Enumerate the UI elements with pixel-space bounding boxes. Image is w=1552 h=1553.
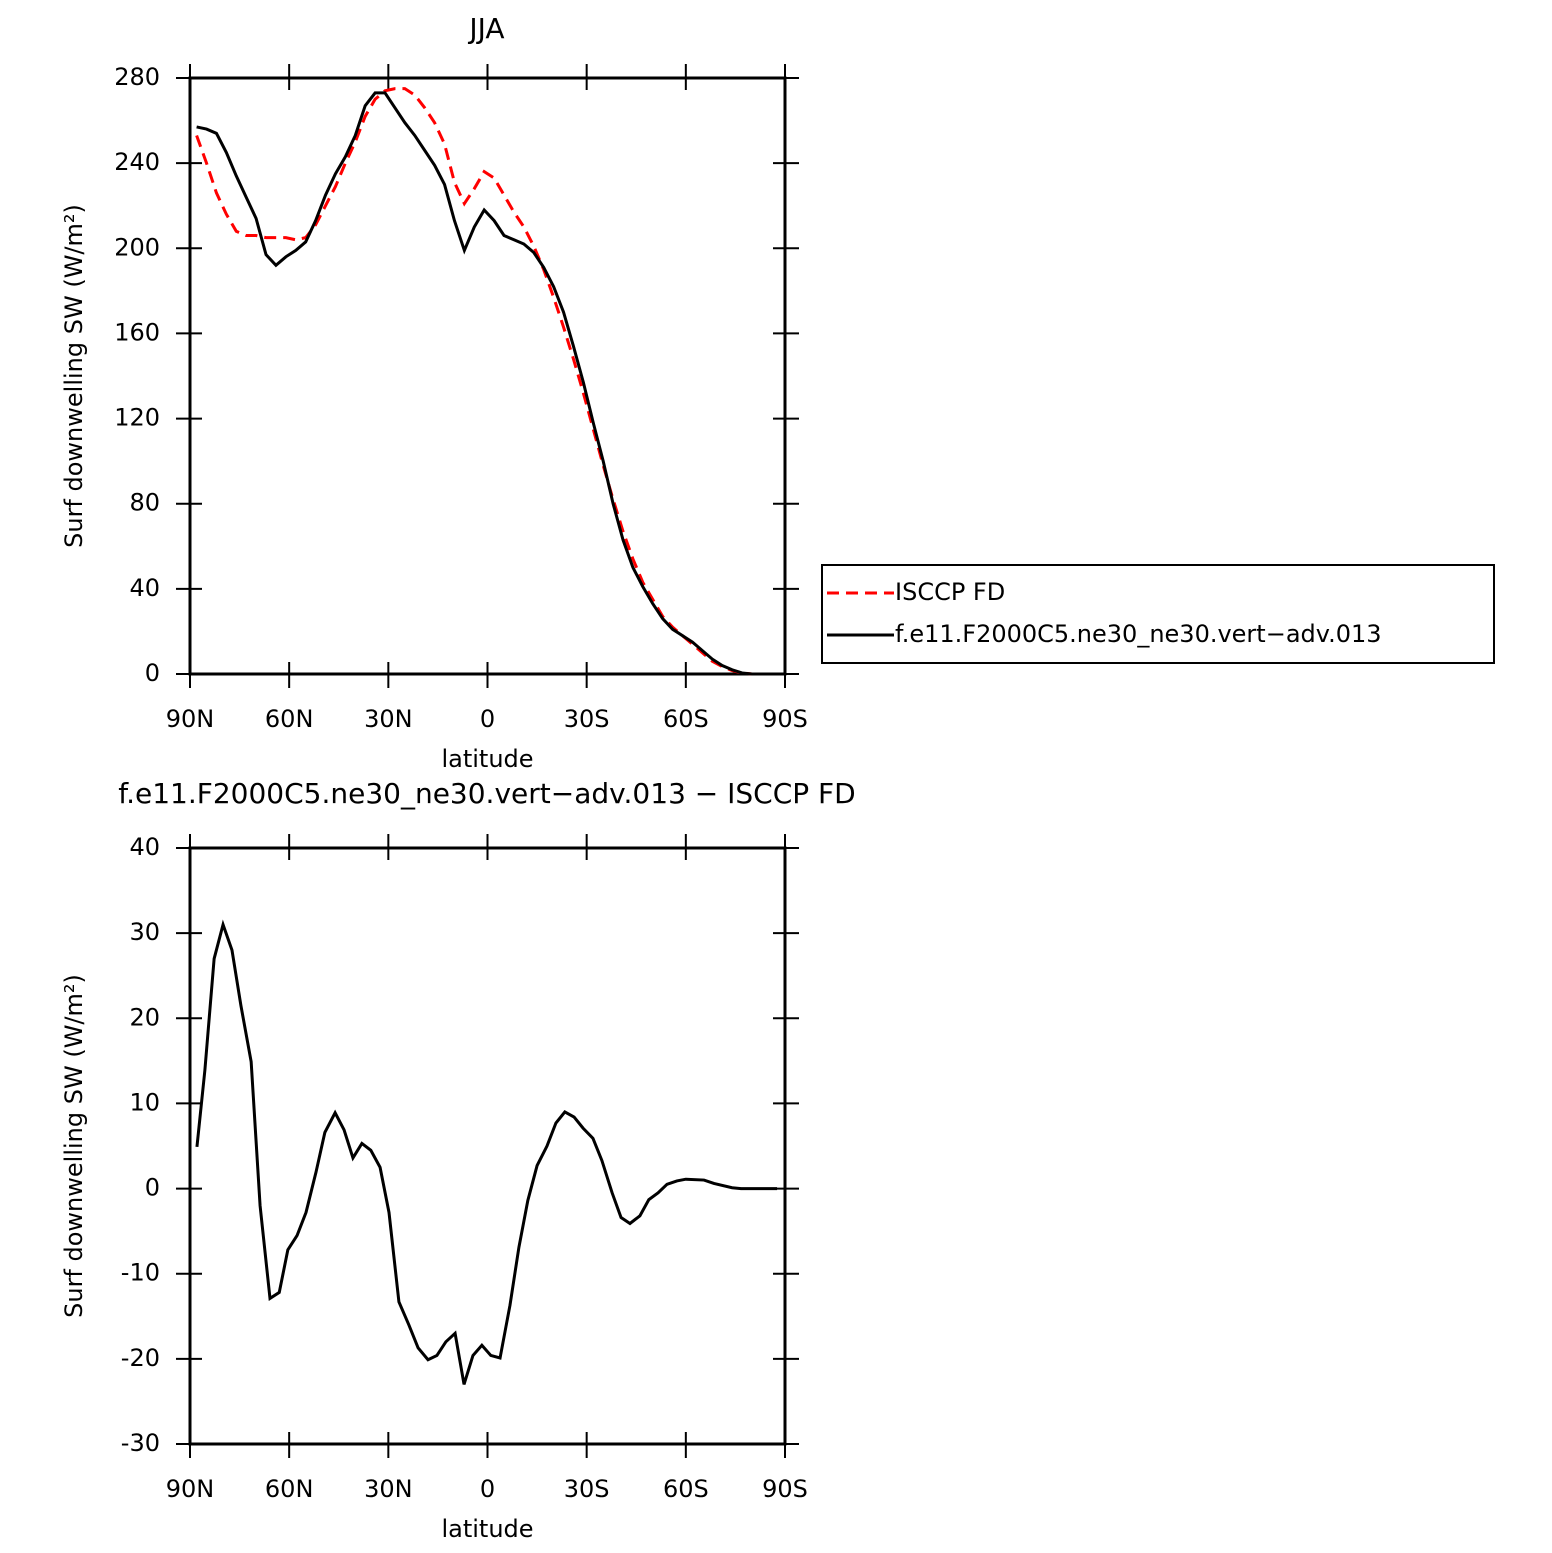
y-tick-label: -10 xyxy=(121,1259,160,1287)
y-axis-label: Surf downwelling SW (W/m²) xyxy=(60,974,88,1318)
legend-box xyxy=(821,564,1495,664)
y-tick-label: 80 xyxy=(129,489,160,517)
x-tick-label: 60S xyxy=(663,705,709,733)
data-line xyxy=(195,87,782,676)
data-line xyxy=(196,91,782,676)
x-axis-label: latitude xyxy=(441,745,533,773)
x-tick-label: 60N xyxy=(265,1475,314,1503)
y-tick-label: 160 xyxy=(114,318,160,346)
x-tick-label: 90S xyxy=(762,705,808,733)
y-tick-label: 10 xyxy=(129,1088,160,1116)
x-tick-label: 0 xyxy=(480,705,495,733)
y-tick-label: 240 xyxy=(114,148,160,176)
y-tick-label: 20 xyxy=(129,1003,160,1031)
y-tick-label: 120 xyxy=(114,404,160,432)
y-tick-label: 30 xyxy=(129,918,160,946)
chart-title: f.e11.F2000C5.ne30_ne30.vert−adv.013 − I… xyxy=(118,777,855,810)
y-tick-label: 200 xyxy=(114,233,160,261)
y-tick-label: -20 xyxy=(121,1344,160,1372)
x-tick-label: 90S xyxy=(762,1475,808,1503)
legend-label: ISCCP FD xyxy=(895,578,1005,606)
y-tick-label: 0 xyxy=(145,1174,160,1202)
plot-frame xyxy=(188,76,787,676)
y-tick-label: 40 xyxy=(129,833,160,861)
chart-title: JJA xyxy=(467,12,504,45)
x-tick-label: 30S xyxy=(564,1475,610,1503)
x-axis-label: latitude xyxy=(441,1515,533,1543)
y-tick-label: 280 xyxy=(114,63,160,91)
y-tick-label: 40 xyxy=(129,574,160,602)
y-tick-label: -30 xyxy=(121,1429,160,1457)
x-tick-label: 60S xyxy=(663,1475,709,1503)
x-tick-label: 90N xyxy=(166,705,215,733)
plot-frame xyxy=(188,846,787,1446)
x-tick-label: 0 xyxy=(480,1475,495,1503)
y-axis-label: Surf downwelling SW (W/m²) xyxy=(60,204,88,548)
x-tick-label: 60N xyxy=(265,705,314,733)
x-tick-label: 30N xyxy=(364,1475,413,1503)
y-tick-label: 0 xyxy=(145,659,160,687)
x-tick-label: 90N xyxy=(166,1475,215,1503)
data-line xyxy=(195,919,778,1385)
x-tick-label: 30N xyxy=(364,705,413,733)
x-tick-label: 30S xyxy=(564,705,610,733)
legend-label: f.e11.F2000C5.ne30_ne30.vert−adv.013 xyxy=(895,620,1382,648)
